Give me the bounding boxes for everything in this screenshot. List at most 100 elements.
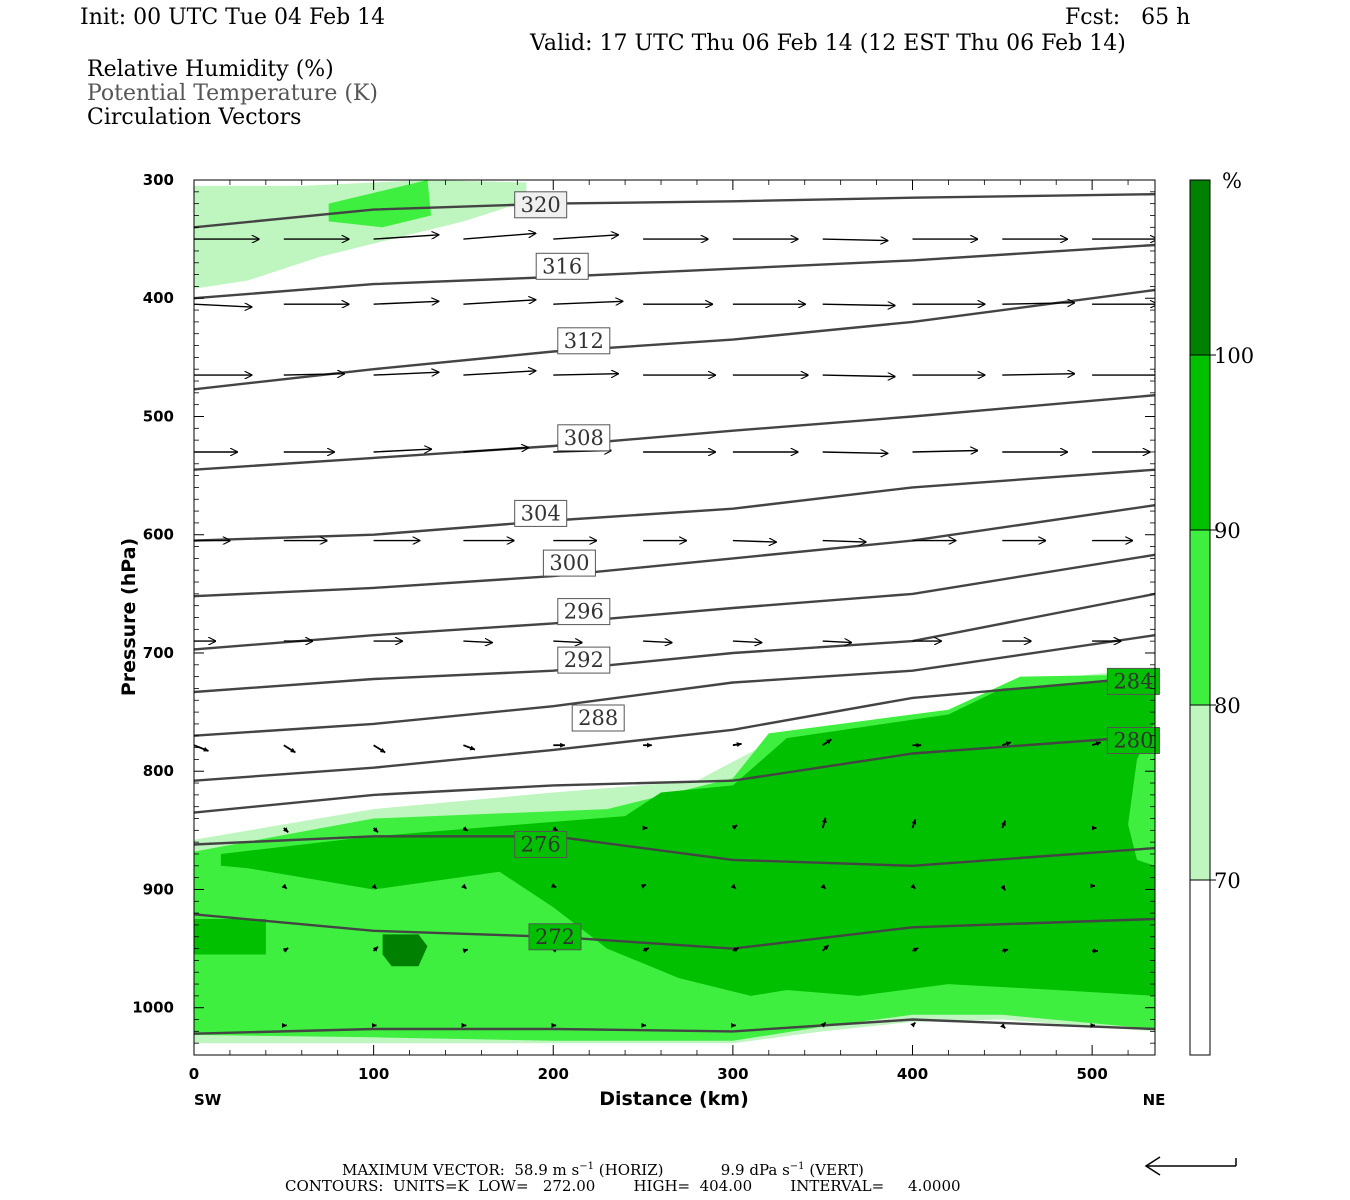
field-vectors: Circulation Vectors (87, 105, 302, 130)
theta-contour-296 (194, 553, 1155, 651)
vector-arrow (820, 1021, 827, 1028)
theta-contour-308 (194, 394, 1155, 471)
vector-arrow (732, 641, 762, 643)
vector-arrow (642, 947, 650, 953)
theta-contour-272 (194, 913, 1155, 950)
vector-arrow (732, 742, 742, 748)
colorbar-label-70: 70 (1214, 869, 1241, 893)
colorbar-label-80: 80 (1214, 694, 1241, 718)
x-end-label-right: NE (1143, 1091, 1166, 1109)
rh-region-90-4 (220, 679, 1155, 996)
theta-contour-304 (194, 468, 1155, 542)
contour-label-316: 316 (542, 254, 582, 278)
vector-arrow (910, 1021, 917, 1028)
valid-time: Valid: 17 UTC Thu 06 Feb 14 (12 EST Thu … (530, 31, 1126, 56)
contour-label-box-312 (557, 327, 611, 355)
vector-arrow (463, 233, 536, 240)
vert-unit: (VERT) (809, 1161, 864, 1179)
colorbar-segment-2 (1189, 529, 1211, 706)
x-end-label-left: SW (194, 1091, 222, 1109)
init-time: Init: 00 UTC Tue 04 Feb 14 (80, 5, 386, 30)
x-tick-label-500: 500 (1076, 1065, 1107, 1083)
vector-arrow (732, 947, 740, 953)
contour-label-296: 296 (564, 600, 604, 624)
reference-vector-icon (1144, 1156, 1237, 1176)
colorbar-segment-4 (1189, 179, 1211, 356)
theta-contour-layer (194, 193, 1155, 1035)
y-tick-label-400: 400 (143, 289, 174, 307)
vector-arrow (373, 744, 386, 754)
vector-arrow (553, 235, 618, 240)
vector-arrow (373, 372, 439, 375)
vector-arrow (463, 744, 476, 751)
vector-arrow (912, 947, 919, 953)
vector-arrow (552, 826, 559, 832)
y-tick-label-600: 600 (143, 526, 174, 544)
colorbar-segment-3 (1189, 354, 1211, 531)
vector-arrow (820, 883, 827, 890)
contour-label-layer: 320 316 312 308 304 300 296 292 288 284 280 276 272 (514, 191, 1160, 951)
vector-arrow (822, 641, 852, 643)
vector-arrow (822, 738, 832, 746)
contour-label-box-304 (514, 499, 568, 527)
field-rh: Relative Humidity (%) (87, 57, 334, 82)
contour-label-272: 272 (535, 925, 575, 949)
horiz-value: 58.9 m s (514, 1161, 580, 1179)
vector-arrow (461, 883, 467, 890)
axes: 300 400 500 600 700 800 900 1000 0 100 200 300 400 50… (132, 171, 1155, 1083)
theta-contour-292 (194, 592, 1155, 694)
theta-contour-284 (194, 675, 1155, 782)
max-vector-line: MAXIMUM VECTOR: 58.9 m s−1 (HORIZ) 9.9 d… (342, 1158, 864, 1179)
y-tick-label-1000: 1000 (132, 999, 174, 1017)
vector-arrow (822, 452, 888, 453)
vector-arrow (553, 301, 623, 304)
horiz-unit: (HORIZ) (598, 1161, 664, 1179)
vector-arrow (1000, 1023, 1006, 1029)
vector-arrow (283, 374, 345, 375)
vector-arrow (463, 371, 536, 376)
vert-exp: −1 (789, 1161, 805, 1172)
contour-label-280: 280 (1113, 729, 1153, 753)
vector-arrow (553, 374, 618, 375)
contour-label-288: 288 (578, 706, 618, 730)
rh-region-100-6 (382, 934, 428, 967)
contour-label-box-280 (1106, 727, 1160, 754)
contour-label-284: 284 (1113, 669, 1153, 693)
vector-arrow (1002, 741, 1012, 747)
vector-arrow (822, 239, 888, 241)
contour-info: CONTOURS: UNITS=K LOW= 272.00 HIGH= 404.… (285, 1177, 961, 1195)
contour-label-box-276 (514, 831, 568, 858)
vert-value: 9.9 dPa s (720, 1161, 790, 1179)
vector-arrow (372, 945, 379, 952)
contour-label-276: 276 (521, 833, 561, 857)
contour-label-300: 300 (549, 551, 589, 575)
y-tick-label-800: 800 (143, 762, 174, 780)
vector-arrow (463, 641, 492, 643)
max-vector-label: MAXIMUM VECTOR: (342, 1161, 505, 1179)
vector-arrow (732, 541, 777, 543)
vector-arrow (373, 235, 439, 240)
theta-contour-276 (194, 835, 1155, 867)
vector-arrow (1002, 374, 1075, 375)
y-tick-label-300: 300 (143, 171, 174, 189)
y-axis-title: Pressure (hPa) (118, 538, 140, 696)
colorbar: 70 80 90 100 (1189, 179, 1254, 1056)
y-tick-label-900: 900 (143, 880, 174, 898)
vector-arrow (463, 448, 528, 453)
contour-label-box-288 (571, 704, 625, 732)
vector-arrow (1091, 741, 1102, 747)
vector-arrow (822, 944, 830, 952)
colorbar-segment-1 (1189, 704, 1211, 881)
vector-arrow (373, 449, 432, 452)
contour-label-box-292 (557, 646, 611, 674)
theta-contour-268 (194, 1018, 1155, 1035)
vector-arrow (281, 883, 288, 890)
contour-label-box-284 (1106, 667, 1160, 695)
vector-arrow (1001, 820, 1007, 829)
colorbar-label-100: 100 (1214, 344, 1254, 368)
vector-arrow (640, 883, 647, 889)
colorbar-unit: % (1222, 169, 1242, 193)
horiz-exp: −1 (579, 1161, 594, 1172)
vector-arrow (462, 826, 469, 832)
